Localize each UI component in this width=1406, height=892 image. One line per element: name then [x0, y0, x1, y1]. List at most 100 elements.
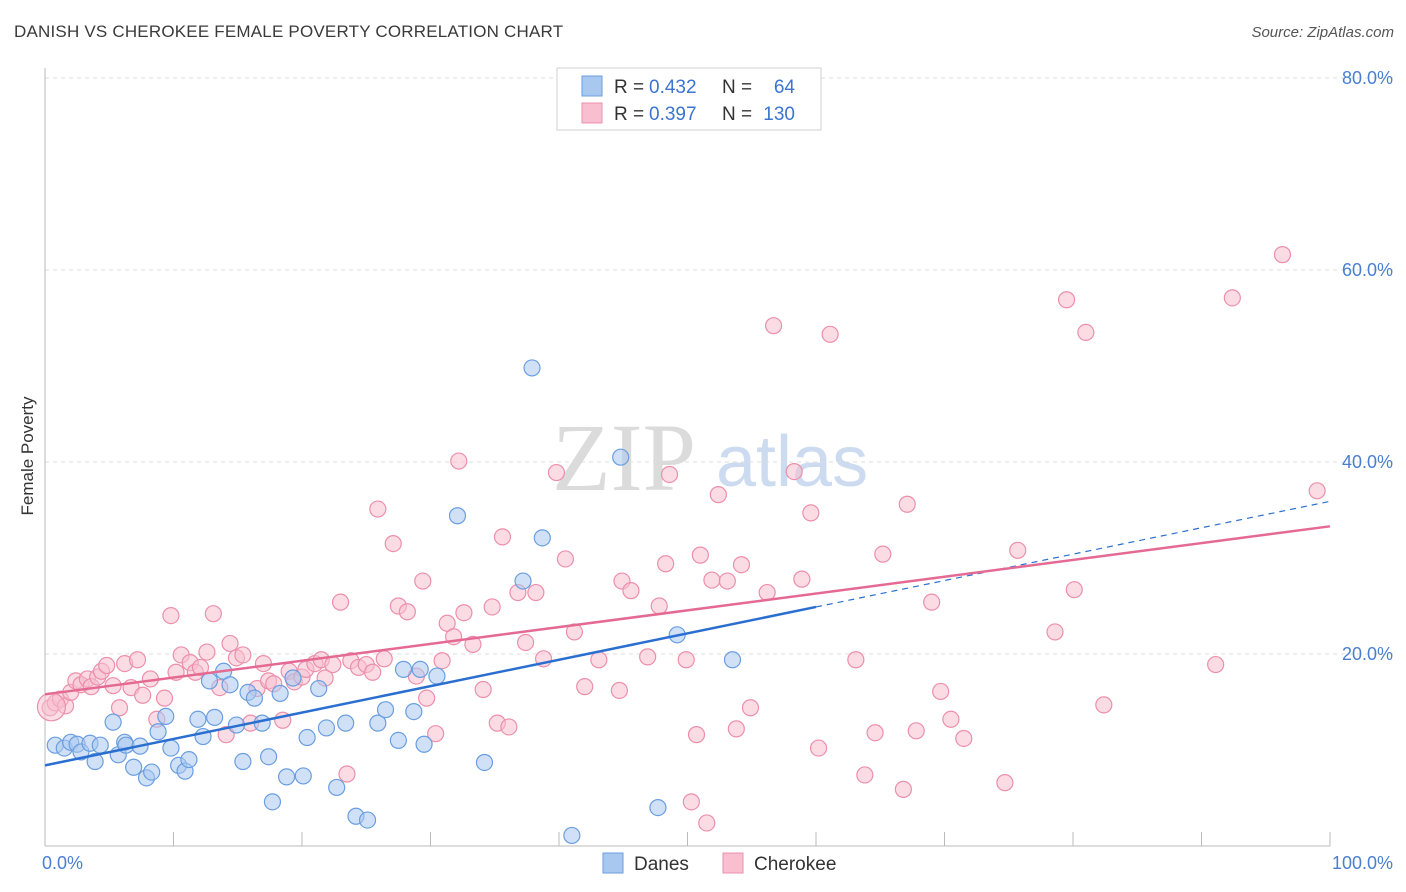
- cherokee-point: [338, 765, 356, 783]
- gridlines: [45, 77, 1393, 655]
- danes-point: [221, 676, 239, 694]
- cherokee-point: [474, 680, 492, 699]
- danes-point: [428, 667, 446, 685]
- cherokee-point: [369, 500, 387, 518]
- cherokee-point: [657, 555, 675, 573]
- cherokee-point: [1308, 482, 1326, 500]
- cherokee-point: [493, 528, 512, 546]
- legend-n-label-danes: N =: [722, 77, 752, 98]
- danes-point: [523, 359, 541, 377]
- legend-n-value-danes: 64: [774, 77, 796, 98]
- cherokee-point: [856, 766, 874, 784]
- bottom-legend-swatch-cherokee: [722, 852, 744, 874]
- danes-point: [415, 735, 433, 753]
- cherokee-point: [450, 452, 468, 470]
- cherokee-point: [682, 793, 700, 811]
- cherokee-point: [500, 718, 518, 736]
- cherokee-point: [687, 726, 706, 744]
- danes-point: [157, 707, 175, 726]
- cherokee-point: [793, 570, 811, 588]
- cherokee-point: [547, 463, 566, 482]
- cherokee-trend-line: [44, 525, 1331, 696]
- cherokee-point: [955, 729, 973, 748]
- cherokee-point: [847, 651, 865, 669]
- cherokee-point: [162, 606, 180, 625]
- cherokee-point: [98, 656, 116, 675]
- cherokee-point: [483, 598, 501, 616]
- danes-point: [162, 739, 180, 757]
- cherokee-point: [1273, 246, 1292, 264]
- danes-point: [448, 507, 467, 525]
- legend-swatch-cherokee: [581, 102, 603, 124]
- cherokee-point: [703, 571, 721, 589]
- y-tick-label: 40.0%: [1342, 452, 1393, 472]
- x-tick-label-max: 100.0%: [1332, 853, 1393, 873]
- cherokee-point: [821, 325, 839, 343]
- danes-point: [143, 763, 161, 781]
- cherokee-point: [907, 722, 925, 740]
- x-tick-label-min: 0.0%: [42, 853, 83, 873]
- danes-point: [389, 731, 407, 750]
- y-tick-label: 20.0%: [1342, 644, 1393, 664]
- cherokee-point: [785, 463, 803, 481]
- danes-point: [200, 672, 219, 690]
- cherokee-point: [414, 572, 432, 590]
- cherokee-point: [384, 534, 402, 553]
- cherokee-point: [996, 774, 1014, 792]
- danes-point: [369, 714, 387, 732]
- cherokee-point: [191, 658, 210, 677]
- watermark: ZIP atlas: [552, 404, 868, 511]
- cherokee-point: [1046, 623, 1064, 641]
- danes-point: [149, 723, 167, 741]
- x-axis-ticks: [173, 832, 1331, 846]
- cherokee-point: [660, 465, 679, 484]
- cherokee-point: [1095, 696, 1113, 714]
- cherokee-point: [375, 650, 393, 668]
- cherokee-point: [234, 646, 252, 664]
- cherokee-point: [1009, 541, 1027, 559]
- danes-point: [259, 748, 278, 766]
- correlation-legend: R = 0.432 N = 64 R = 0.397 N = 130: [556, 67, 822, 131]
- legend-n-value-cherokee: 130: [763, 104, 795, 125]
- danes-point: [91, 736, 109, 754]
- cherokee-point: [556, 550, 575, 568]
- danes-point: [411, 660, 429, 678]
- source-credit: Source: ZipAtlas.com: [1251, 24, 1394, 41]
- cherokee-point: [516, 633, 535, 652]
- cherokee-point: [398, 603, 416, 621]
- bottom-legend-label-danes: Danes: [634, 854, 689, 875]
- cherokee-point: [923, 593, 941, 611]
- danes-point: [514, 572, 532, 590]
- cherokee-point: [155, 689, 174, 707]
- danes-point: [298, 728, 316, 747]
- cherokee-point: [727, 720, 745, 738]
- cherokee-point: [709, 486, 727, 504]
- danes-point: [328, 778, 346, 797]
- legend-swatch-danes: [581, 75, 603, 97]
- legend-n-label-cherokee: N =: [722, 104, 752, 125]
- cherokee-point: [433, 652, 451, 670]
- cherokee-point: [677, 651, 695, 669]
- cherokee-point: [718, 572, 736, 590]
- legend-r-value-cherokee: 0.397: [649, 104, 697, 125]
- danes-point: [317, 719, 336, 737]
- cherokee-point: [110, 699, 129, 717]
- danes-point: [234, 752, 252, 771]
- danes-point: [612, 448, 630, 466]
- cherokee-point: [221, 634, 239, 653]
- cherokee-point: [639, 648, 657, 666]
- danes-point: [125, 758, 143, 776]
- danes-point: [337, 714, 355, 732]
- cherokee-point: [610, 681, 628, 700]
- cherokee-point: [36, 692, 67, 722]
- danes-point: [649, 798, 667, 817]
- cherokee-point: [732, 556, 751, 574]
- cherokee-points: [36, 246, 1326, 832]
- series-legend: Danes Cherokee: [602, 852, 836, 875]
- danes-point: [263, 793, 282, 811]
- danes-trend-line: [44, 605, 817, 767]
- cherokee-point: [1065, 581, 1083, 599]
- cherokee-point: [1077, 323, 1095, 341]
- danes-point: [284, 669, 302, 687]
- cherokee-point: [932, 682, 950, 701]
